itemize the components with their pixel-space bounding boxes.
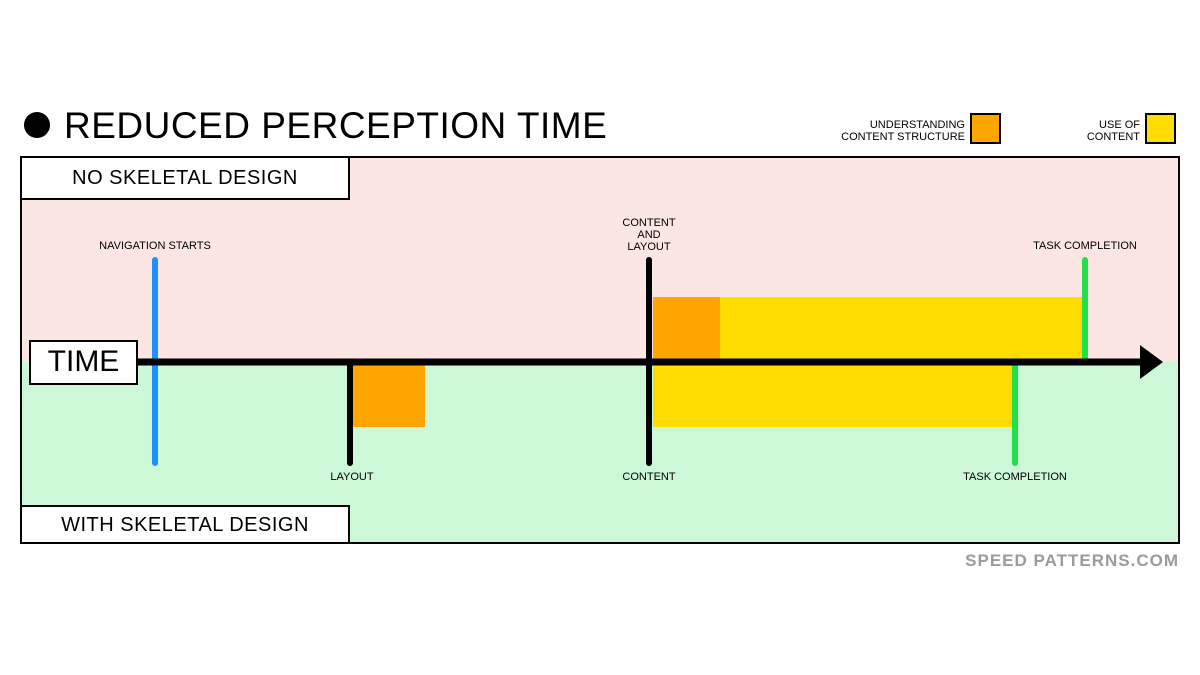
legend-understanding-line2: CONTENT STRUCTURE (841, 131, 965, 143)
time-axis-label: TIME (29, 340, 138, 385)
bottom-understanding-bar (353, 364, 425, 427)
time-axis-arrow-icon (1140, 345, 1163, 379)
layout-label: LAYOUT (330, 471, 374, 483)
legend-use-line1: USE OF (1099, 119, 1140, 131)
bottom-task-completion-label: TASK COMPLETION (963, 471, 1067, 483)
top-task-completion-label: TASK COMPLETION (1033, 240, 1137, 252)
legend-understanding-line1: UNDERSTANDING (869, 119, 965, 131)
legend-use-line2: CONTENT (1086, 131, 1140, 143)
title-bullet-icon (24, 112, 50, 138)
page-title: REDUCED PERCEPTION TIME (64, 105, 608, 146)
legend-understanding-swatch (970, 113, 1001, 144)
legend-use-label: USE OF CONTENT (1087, 119, 1140, 143)
navigation-starts-label: NAVIGATION STARTS (99, 240, 211, 252)
legend-use-swatch (1145, 113, 1176, 144)
content-and-layout-line2: AND (637, 229, 661, 241)
top-use-bar (720, 297, 1082, 360)
content-and-layout-label: CONTENT AND LAYOUT (599, 217, 699, 253)
content-and-layout-line3: LAYOUT (627, 241, 671, 253)
bottom-use-bar (653, 364, 1013, 427)
top-understanding-bar (653, 297, 720, 360)
content-label: CONTENT (622, 471, 676, 483)
with-skeletal-design-label: WITH SKELETAL DESIGN (20, 505, 350, 544)
content-and-layout-line1: CONTENT (622, 217, 676, 229)
footer-credit: SPEED PATTERNS.COM (965, 551, 1179, 570)
no-skeletal-design-label: NO SKELETAL DESIGN (20, 156, 350, 200)
legend-understanding-label: UNDERSTANDING CONTENT STRUCTURE (841, 119, 965, 143)
